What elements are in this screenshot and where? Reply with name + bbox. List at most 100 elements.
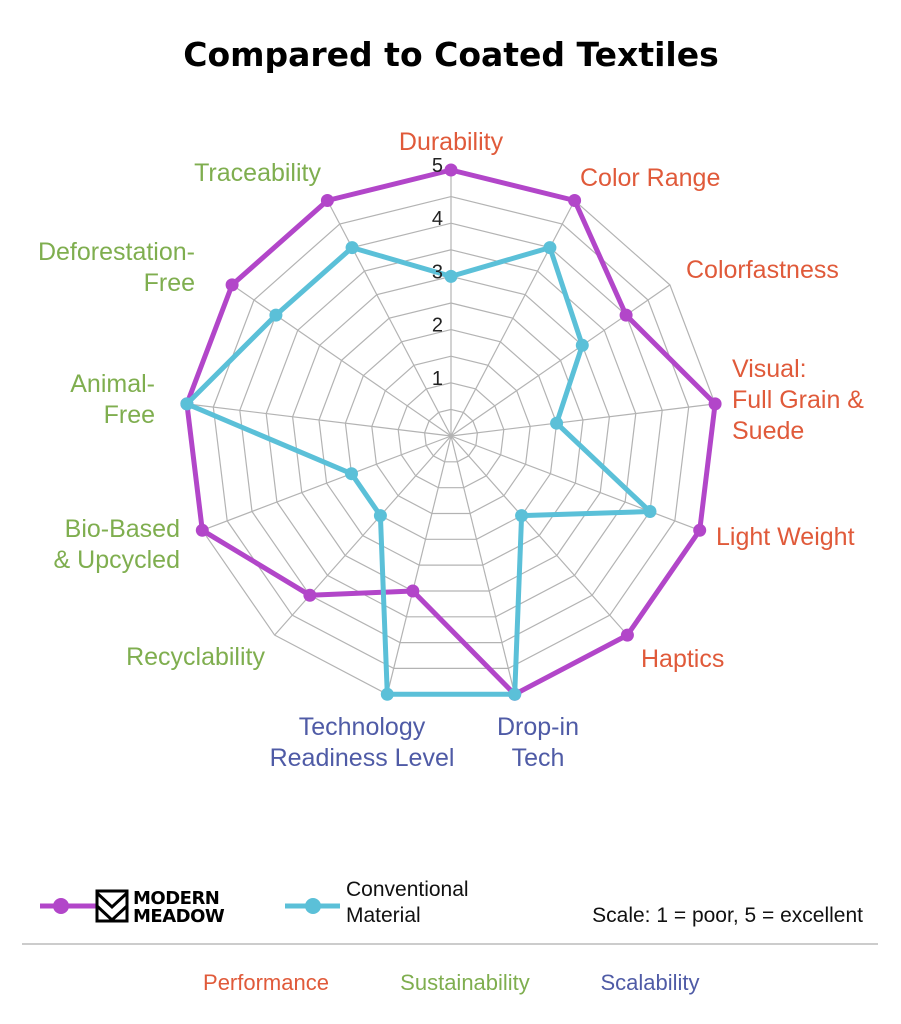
series-1-point-12 <box>345 241 359 255</box>
axis-label-1-line-0: Color Range <box>580 164 720 192</box>
legend-conventional-line2: Material <box>346 904 421 927</box>
axis-label-12-line-0: Traceability <box>194 159 321 187</box>
grid-ring-1-5 <box>371 355 531 515</box>
series-0-point-12 <box>320 194 334 207</box>
radar-series <box>180 163 722 701</box>
axis-label-2: Colorfastness <box>686 256 839 284</box>
series-1-point-2 <box>575 338 589 352</box>
grid-spoke-11 <box>231 284 452 437</box>
axis-label-6-line-1: Tech <box>512 744 565 772</box>
grid-spoke-3 <box>450 403 716 437</box>
series-1-point-3 <box>550 416 564 430</box>
axis-label-5: Haptics <box>641 645 724 673</box>
axis-label-11-line-0: Deforestation- <box>38 238 195 266</box>
series-0-point-5 <box>620 628 634 642</box>
series-line-1 <box>184 245 653 697</box>
axis-label-9-line-1: & Upcycled <box>54 546 180 574</box>
series-0-point-11 <box>225 278 239 292</box>
radar-tick-labels: 1 2 3 4 5 <box>432 155 443 390</box>
axis-label-12: Traceability <box>194 159 321 187</box>
series-1-point-8 <box>373 509 387 523</box>
grid-ring-2-5 <box>318 302 584 566</box>
series-0-point-9 <box>195 523 209 537</box>
axis-label-11-line-1: Free <box>144 269 195 297</box>
grid-ring-4 <box>239 222 663 644</box>
tick-label-1: 1 <box>432 368 443 390</box>
grid-ring-4-5 <box>212 195 690 670</box>
series-0-point-1 <box>568 194 582 207</box>
series-0-point-7 <box>406 584 420 598</box>
axis-label-3-line-0: Visual: <box>732 355 807 383</box>
axis-label-7-line-1: Readiness Level <box>270 744 455 772</box>
axis-label-2-line-0: Colorfastness <box>686 256 839 284</box>
tick-label-2: 2 <box>432 315 443 337</box>
grid-spoke-1 <box>450 200 576 437</box>
legend-modern-meadow: MODERN MEADOW <box>40 888 225 927</box>
axis-label-9: Bio-Based & Upcycled <box>54 515 180 574</box>
chart-title: Compared to Coated Textiles <box>183 35 719 74</box>
axis-label-10-line-1: Free <box>104 401 155 429</box>
grid-spoke-7 <box>386 435 452 695</box>
grid-spoke-6 <box>450 435 516 695</box>
legend-conventional-line1: Conventional <box>346 878 469 901</box>
series-0-point-3 <box>708 397 722 411</box>
grid-ring-1 <box>397 382 505 489</box>
grid-spoke-12 <box>326 200 452 437</box>
series-1-point-9 <box>345 467 358 481</box>
axis-label-9-line-0: Bio-Based <box>65 515 180 543</box>
scale-note: Scale: 1 = poor, 5 = excellent <box>592 904 863 927</box>
axis-label-8: Recyclability <box>126 643 265 671</box>
axis-label-1: Color Range <box>580 164 720 192</box>
grid-ring-3-5 <box>265 249 637 618</box>
grid-ring-0-5 <box>423 408 479 463</box>
series-1-point-11 <box>269 308 283 322</box>
legend-brand-line2: MEADOW <box>133 906 225 927</box>
series-1-point-5 <box>515 509 529 523</box>
axis-label-11: Deforestation- Free <box>38 238 195 297</box>
legend-modern-meadow-marker <box>53 898 69 914</box>
legend-conventional-material: Conventional Material <box>285 878 469 927</box>
legend-brand-line1: MODERN <box>133 888 219 909</box>
grid-spoke-4 <box>450 435 700 531</box>
category-scalability: Scalability <box>600 970 699 995</box>
axis-label-7-line-0: Technology <box>299 713 426 741</box>
series-1-point-6 <box>508 687 522 701</box>
category-key: Performance Sustainability Scalability <box>203 970 700 995</box>
axis-label-6-line-0: Drop-in <box>497 713 579 741</box>
legend-conventional-marker <box>305 898 321 914</box>
axis-label-3-line-2: Suede <box>732 417 804 445</box>
axis-label-3: Visual: Full Grain & Suede <box>732 355 864 445</box>
series-1-point-1 <box>543 241 557 255</box>
axis-label-0-line-0: Durability <box>399 128 504 156</box>
series-1-point-7 <box>380 687 394 701</box>
axis-label-3-line-1: Full Grain & <box>732 386 864 414</box>
modern-meadow-logo-icon <box>95 889 129 923</box>
legend: MODERN MEADOW Conventional Material Scal… <box>40 878 863 927</box>
series-1-point-10 <box>180 397 194 411</box>
series-0-point-4 <box>693 523 707 537</box>
radar-axis-labels: Durability Color Range Colorfastness Visual… <box>38 128 864 772</box>
axis-label-4: Light Weight <box>716 523 855 551</box>
series-0-point-0 <box>444 163 458 177</box>
grid-spoke-5 <box>450 435 628 636</box>
series-1-point-4 <box>643 505 657 518</box>
axis-label-7: Technology Readiness Level <box>270 713 455 772</box>
grid-spoke-10 <box>186 403 452 437</box>
tick-label-3: 3 <box>432 261 443 283</box>
series-line-0 <box>184 167 718 697</box>
series-0-point-2 <box>619 308 633 322</box>
tick-label-5: 5 <box>432 155 443 177</box>
axis-label-10-line-0: Animal- <box>70 370 155 398</box>
axis-label-10: Animal- Free <box>70 370 155 429</box>
grid-ring-2 <box>344 328 558 540</box>
series-0-point-8 <box>303 588 317 602</box>
axis-label-8-line-0: Recyclability <box>126 643 265 671</box>
grid-spoke-8 <box>274 435 452 636</box>
series-1-point-0 <box>444 269 458 283</box>
radar-grid <box>186 169 716 695</box>
axis-label-0: Durability <box>399 128 504 156</box>
grid-ring-3 <box>291 275 611 592</box>
grid-spoke-9 <box>202 435 452 531</box>
axis-label-6: Drop-in Tech <box>497 713 579 772</box>
